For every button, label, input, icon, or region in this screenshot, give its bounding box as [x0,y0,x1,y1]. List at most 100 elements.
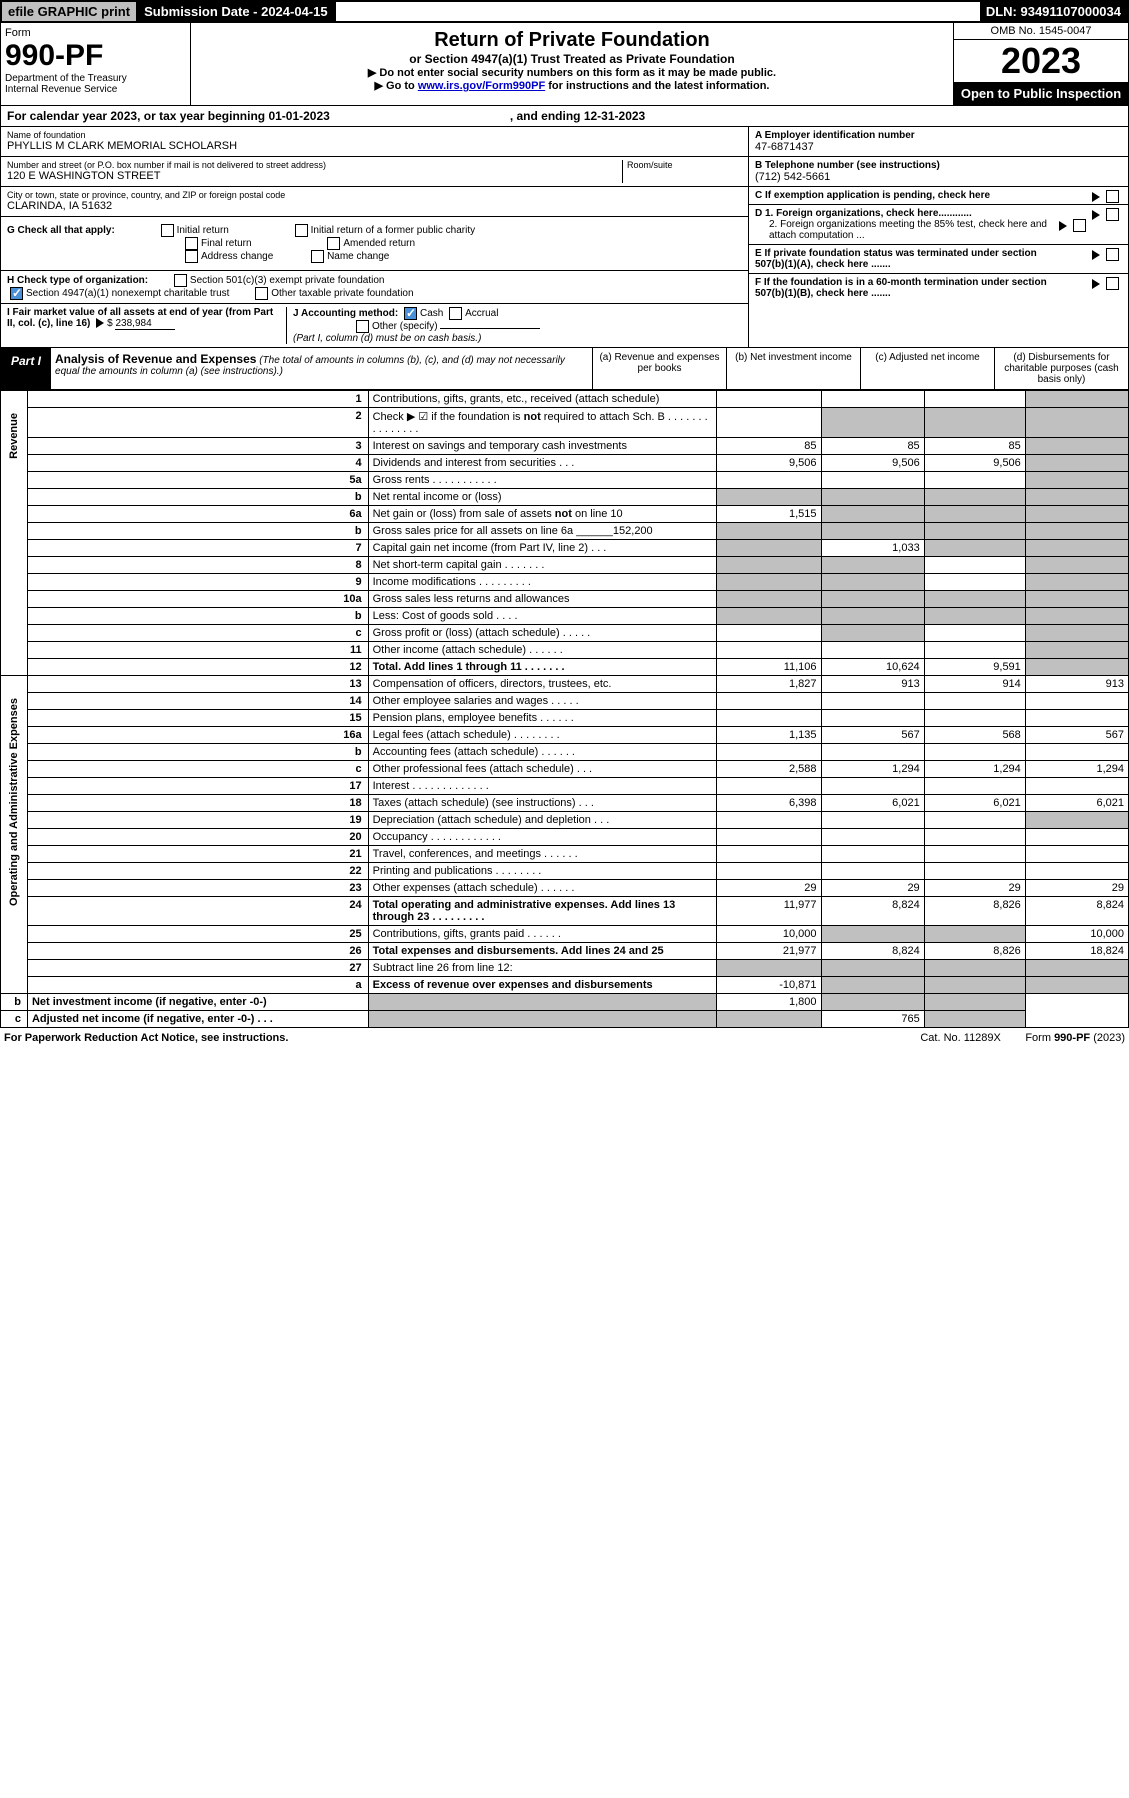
table-row: cOther professional fees (attach schedul… [1,761,1129,778]
submission-date: Submission Date - 2024-04-15 [138,2,336,21]
arrow-icon [1092,210,1100,220]
60month-checkbox[interactable] [1106,277,1119,290]
amount-cell [1025,489,1128,506]
name-change-checkbox[interactable] [311,250,324,263]
amount-cell: 10,624 [821,659,924,676]
line-description: Net rental income or (loss) [368,489,717,506]
amount-cell [717,642,821,659]
line-number: 13 [27,676,368,693]
amount-cell [821,625,924,642]
amount-cell [717,391,821,408]
form990pf-link[interactable]: www.irs.gov/Form990PF [418,80,545,92]
amount-cell [924,710,1025,727]
line-description: Total expenses and disbursements. Add li… [368,943,717,960]
line-number: 18 [27,795,368,812]
table-row: 16aLegal fees (attach schedule) . . . . … [1,727,1129,744]
table-row: aExcess of revenue over expenses and dis… [1,977,1129,994]
line-description: Gross sales price for all assets on line… [368,523,717,540]
amount-cell: 8,826 [924,897,1025,926]
form-word: Form [5,27,186,39]
line-description: Taxes (attach schedule) (see instruction… [368,795,717,812]
amount-cell: 913 [821,676,924,693]
j-label: J Accounting method: [293,308,398,319]
table-row: 20Occupancy . . . . . . . . . . . . [1,829,1129,846]
amount-cell [1025,846,1128,863]
line-description: Other employee salaries and wages . . . … [368,693,717,710]
line-number: 25 [27,926,368,943]
line-description: Interest on savings and temporary cash i… [368,438,717,455]
pra-notice: For Paperwork Reduction Act Notice, see … [4,1032,288,1044]
amount-cell: 1,294 [821,761,924,778]
501c3-checkbox[interactable] [174,274,187,287]
amount-cell [717,693,821,710]
amount-cell: 1,827 [717,676,821,693]
amount-cell: 1,033 [821,540,924,557]
form-number: 990-PF [5,39,186,73]
4947a1-checkbox[interactable] [10,287,23,300]
cash-checkbox[interactable] [404,307,417,320]
table-row: bNet investment income (if negative, ent… [1,994,1129,1011]
h-label: H Check type of organization: [7,275,148,286]
amount-cell [924,574,1025,591]
amount-cell [924,642,1025,659]
initial-return-checkbox[interactable] [161,224,174,237]
former-charity-checkbox[interactable] [295,224,308,237]
table-row: 2Check ▶ ☑ if the foundation is not requ… [1,408,1129,438]
arrow-icon [1092,192,1100,202]
amount-cell [821,977,924,994]
amount-cell [368,1011,717,1028]
table-row: 12Total. Add lines 1 through 11 . . . . … [1,659,1129,676]
line-description: Gross rents . . . . . . . . . . . [368,472,717,489]
arrow-icon [1059,221,1067,231]
85pct-test-checkbox[interactable] [1073,219,1086,232]
amount-cell [1025,659,1128,676]
amount-cell [924,863,1025,880]
line-description: Subtract line 26 from line 12: [368,960,717,977]
amount-cell [924,846,1025,863]
amount-cell: 9,506 [821,455,924,472]
line-description: Net short-term capital gain . . . . . . … [368,557,717,574]
amount-cell [821,591,924,608]
dln-number: DLN: 93491107000034 [980,2,1127,21]
line-number: 15 [27,710,368,727]
amount-cell [1025,391,1128,408]
efile-print-button[interactable]: efile GRAPHIC print [2,2,138,21]
amount-cell [821,608,924,625]
line-description: Dividends and interest from securities .… [368,455,717,472]
tax-year: 2023 [954,40,1128,82]
address-change-checkbox[interactable] [185,250,198,263]
amended-return-checkbox[interactable] [327,237,340,250]
table-row: Operating and Administrative Expenses13C… [1,676,1129,693]
foreign-org-checkbox[interactable] [1106,208,1119,221]
amount-cell [717,472,821,489]
foundation-info: Name of foundation PHYLLIS M CLARK MEMOR… [0,127,1129,348]
other-method-checkbox[interactable] [356,320,369,333]
line-number: 10a [27,591,368,608]
amount-cell: 6,021 [924,795,1025,812]
amount-cell: 568 [924,727,1025,744]
line-description: Other professional fees (attach schedule… [368,761,717,778]
accrual-checkbox[interactable] [449,307,462,320]
line-number: 1 [27,391,368,408]
final-return-checkbox[interactable] [185,237,198,250]
amount-cell [821,812,924,829]
exemption-pending-checkbox[interactable] [1106,190,1119,203]
line-number: 24 [27,897,368,926]
amount-cell: 21,977 [717,943,821,960]
part1-table: Revenue1Contributions, gifts, grants, et… [0,390,1129,1028]
fmv-value: 238,984 [115,318,175,330]
amount-cell: 567 [1025,727,1128,744]
amount-cell [717,778,821,795]
other-taxable-checkbox[interactable] [255,287,268,300]
amount-cell [821,829,924,846]
amount-cell [821,408,924,438]
irs: Internal Revenue Service [5,84,186,95]
line-description: Other expenses (attach schedule) . . . .… [368,880,717,897]
form-ref: Form 990-PF (2023) [1025,1032,1125,1044]
instructions-note: ▶ Go to www.irs.gov/Form990PF for instru… [197,79,947,92]
table-row: bLess: Cost of goods sold . . . . [1,608,1129,625]
status-terminated-checkbox[interactable] [1106,248,1119,261]
col-a-header: (a) Revenue and expenses per books [592,348,726,389]
amount-cell [1025,812,1128,829]
form-title: Return of Private Foundation [197,29,947,52]
